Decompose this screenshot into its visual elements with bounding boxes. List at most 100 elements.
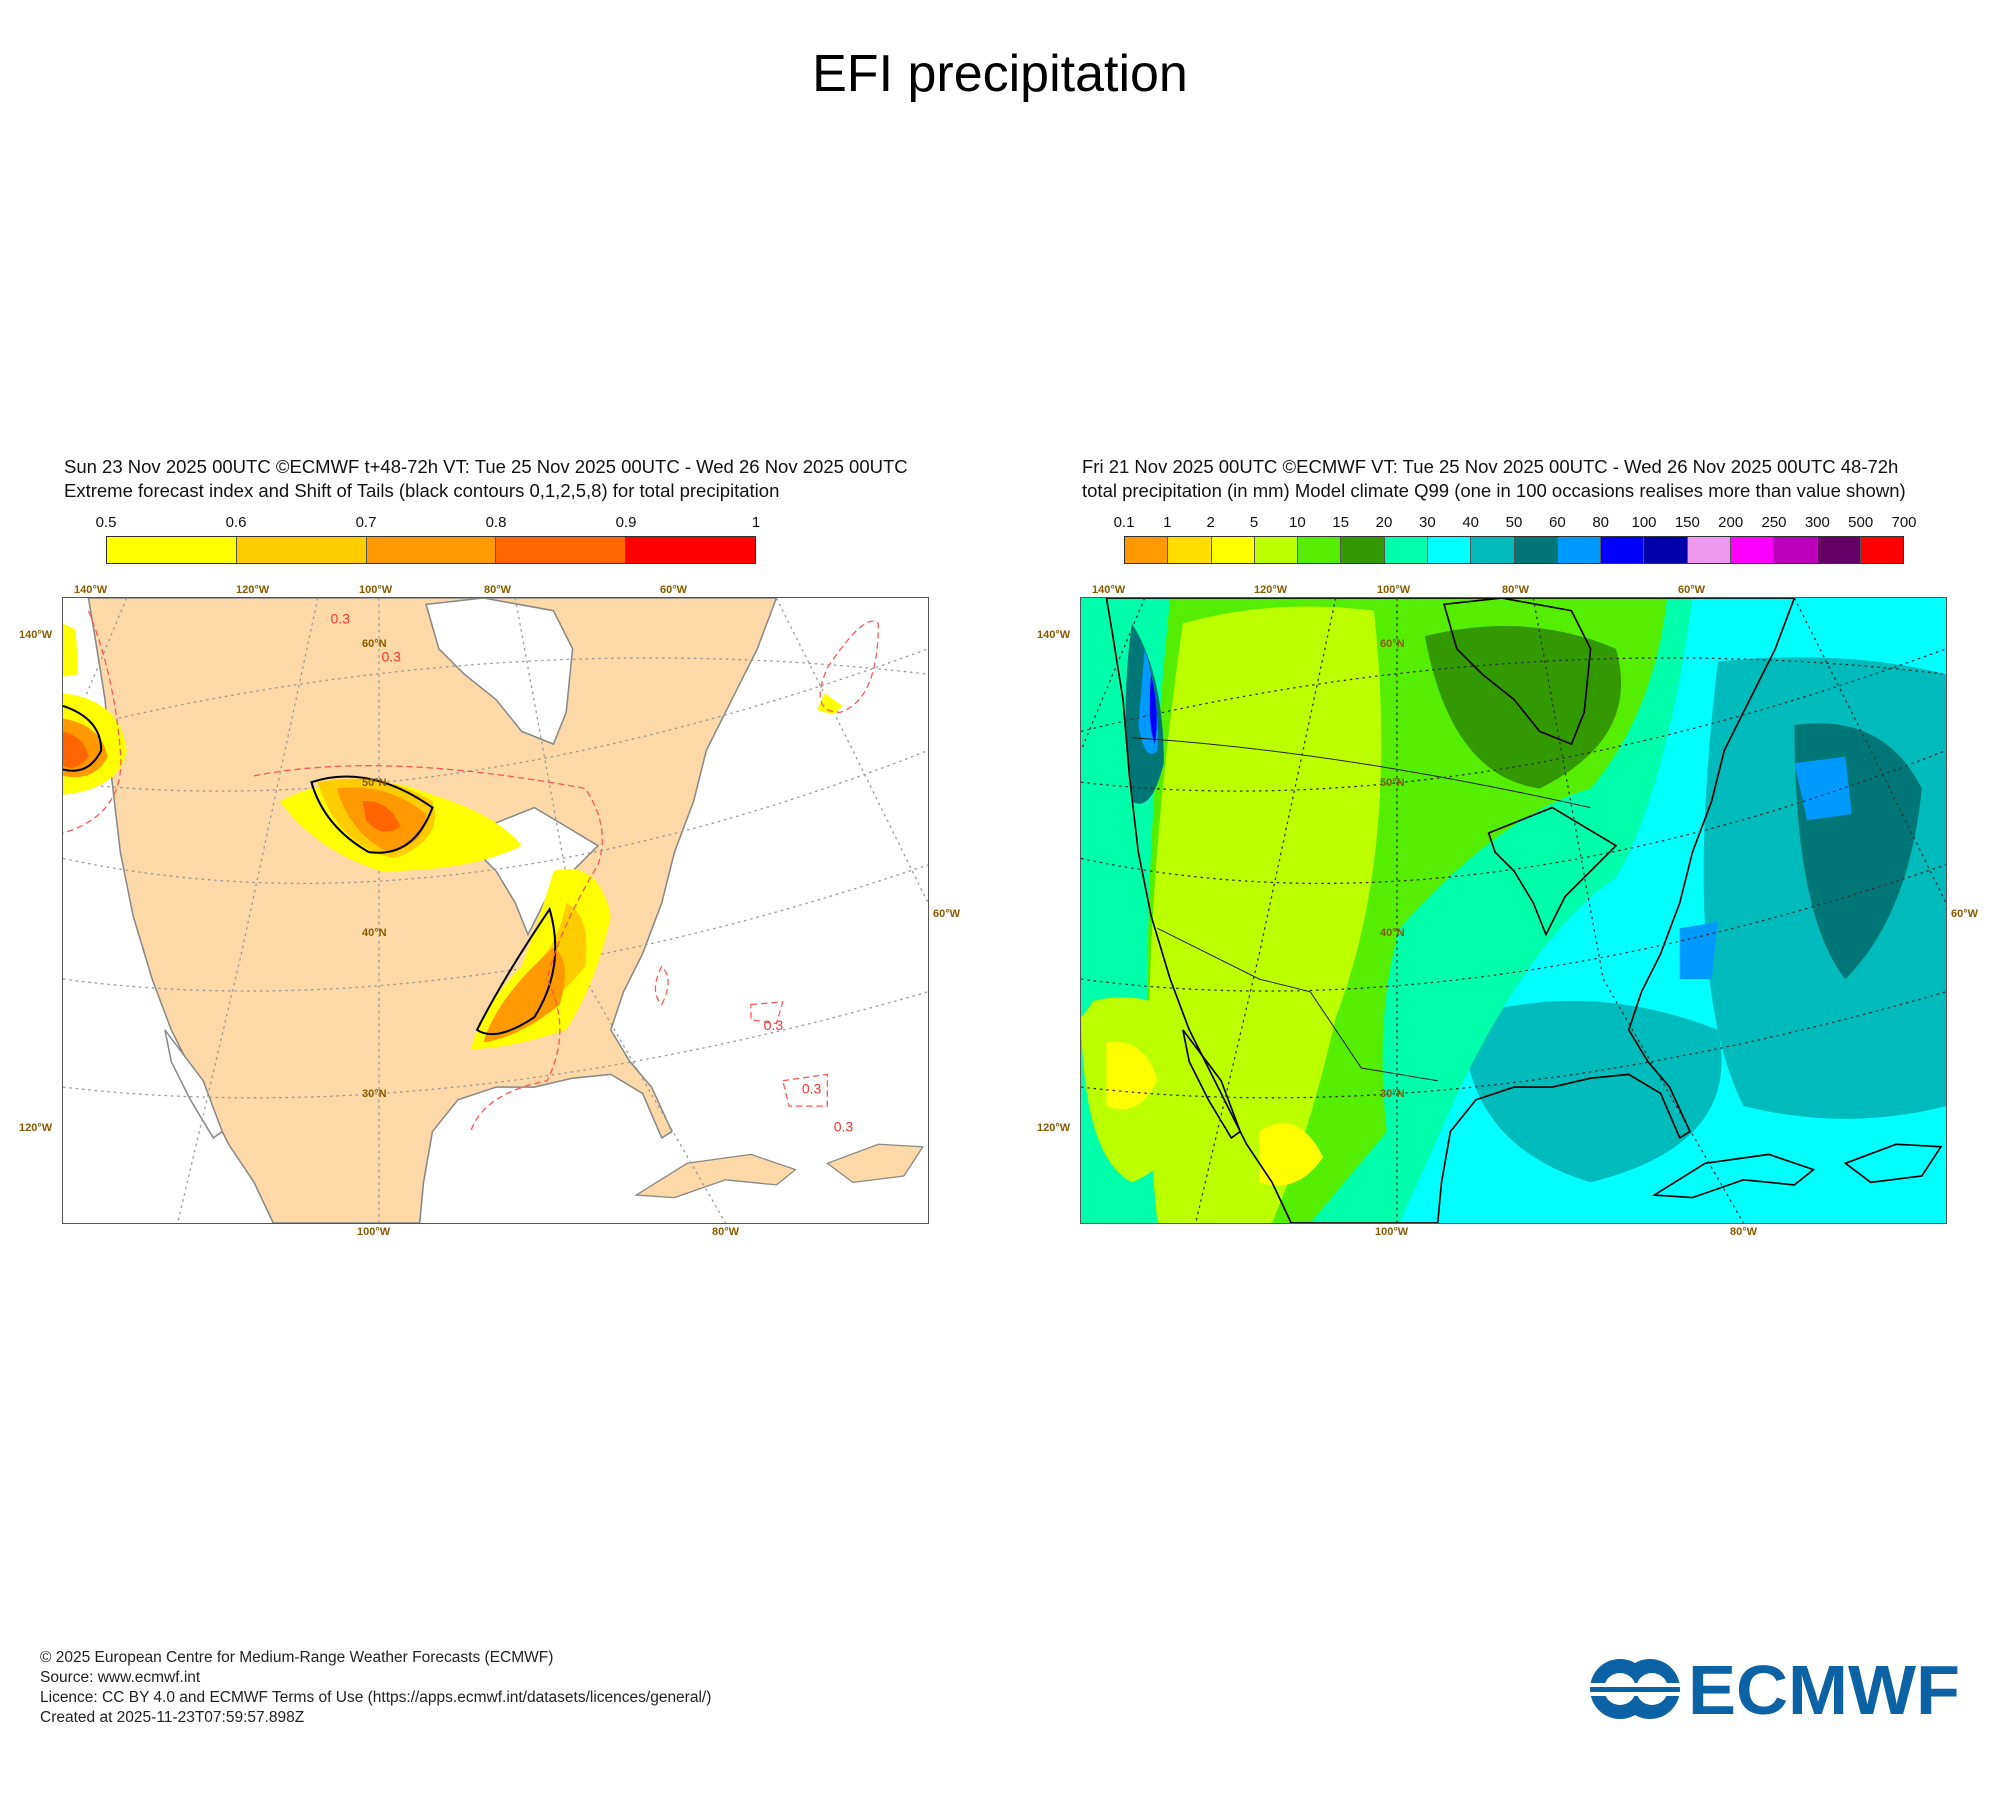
lon-label-left: 140°W bbox=[1037, 629, 1071, 641]
right-header-line1: Fri 21 Nov 2025 00UTC ©ECMWF VT: Tue 25 … bbox=[1082, 456, 1899, 477]
efi-0.3-contour bbox=[750, 1001, 784, 1025]
colorbar-label: 15 bbox=[1332, 514, 1349, 531]
lon-label-top: 80°W bbox=[1502, 584, 1530, 596]
colorbar-label: 0.7 bbox=[355, 514, 377, 531]
page-title: EFI precipitation bbox=[812, 45, 1188, 103]
colorbar-label: 40 bbox=[1462, 514, 1479, 531]
precip-shaded-area bbox=[1106, 1041, 1324, 1186]
colorbar-label: 0.6 bbox=[225, 514, 247, 531]
colorbar-swatch bbox=[1298, 537, 1342, 563]
lon-label-bottom: 80°W bbox=[1730, 1226, 1758, 1238]
land bbox=[87, 598, 778, 1223]
efi-shaded-area bbox=[483, 947, 565, 1043]
graticule-line bbox=[177, 598, 319, 1223]
efi-0.3-contour bbox=[819, 620, 879, 713]
lon-label-top: 120°W bbox=[236, 584, 270, 596]
colorbar-label: 0.9 bbox=[615, 514, 637, 531]
colorbar-label: 5 bbox=[1249, 514, 1259, 531]
left-header-line2: Extreme forecast index and Shift of Tail… bbox=[64, 480, 780, 501]
colorbar-label: 50 bbox=[1505, 514, 1523, 531]
colorbar-swatch bbox=[1254, 537, 1299, 563]
copyright-text: © 2025 European Centre for Medium-Range … bbox=[40, 1649, 554, 1666]
footer: © 2025 European Centre for Medium-Range … bbox=[40, 1648, 711, 1728]
graticule-line bbox=[63, 991, 928, 1099]
colorbar-swatch bbox=[626, 537, 755, 563]
colorbar-swatch bbox=[366, 537, 497, 563]
lon-label-top: 80°W bbox=[484, 584, 512, 596]
colorbar-swatch bbox=[1427, 537, 1472, 563]
precip-shaded-area bbox=[1149, 674, 1157, 745]
colorbar-swatch bbox=[1687, 537, 1731, 563]
lat-label: 50°N bbox=[362, 777, 387, 789]
colorbar-swatch bbox=[1557, 537, 1602, 563]
colorbar-label: 80 bbox=[1592, 514, 1609, 531]
colorbar-label: 300 bbox=[1804, 514, 1830, 531]
colorbar-swatch bbox=[1601, 537, 1645, 563]
graticule-line bbox=[1195, 598, 1337, 1223]
graticule-line bbox=[1081, 864, 1946, 992]
lat-label: 60°N bbox=[1380, 638, 1405, 650]
water-body bbox=[425, 598, 574, 746]
coastline bbox=[1105, 598, 1796, 1223]
colorbar-swatch bbox=[1384, 537, 1428, 563]
colorbar-swatch bbox=[496, 537, 627, 563]
efi-shaded-area bbox=[817, 693, 843, 715]
lon-label-top: 100°W bbox=[1377, 584, 1411, 596]
colorbar-swatch bbox=[1168, 537, 1212, 563]
lon-label-right: 60°W bbox=[1951, 908, 1979, 920]
licence-text: Licence: CC BY 4.0 and ECMWF Terms of Us… bbox=[40, 1689, 712, 1706]
lon-label-left: 120°W bbox=[1037, 1122, 1071, 1134]
precip-shaded-area bbox=[1148, 606, 1382, 1223]
source-text: Source: www.ecmwf.int bbox=[40, 1669, 201, 1686]
colorbar-label: 20 bbox=[1375, 514, 1393, 531]
lon-label-bottom: 80°W bbox=[712, 1226, 740, 1238]
graticule-line bbox=[63, 864, 928, 992]
lon-label-bottom: 100°W bbox=[357, 1226, 391, 1238]
precip-shaded-area bbox=[1463, 1000, 1722, 1183]
contour-label: 0.3 bbox=[764, 1017, 784, 1033]
colorbar-label: 1 bbox=[751, 514, 761, 531]
lat-label: 40°N bbox=[362, 927, 387, 939]
efi-0.3-contour bbox=[781, 1073, 828, 1107]
colorbar-label: 10 bbox=[1288, 514, 1306, 531]
lat-label: 40°N bbox=[1380, 927, 1405, 939]
right-header-line2: total precipitation (in mm) Model climat… bbox=[1082, 480, 1906, 501]
lon-label-top: 120°W bbox=[1254, 584, 1288, 596]
efi-shaded-area bbox=[63, 731, 89, 769]
lon-label-top: 60°W bbox=[660, 584, 688, 596]
coastline bbox=[1182, 1029, 1242, 1140]
efi-0.3-contour bbox=[63, 610, 122, 834]
colorbar-label: 0.5 bbox=[95, 514, 117, 531]
water-body bbox=[164, 1029, 224, 1139]
sot-contour bbox=[63, 705, 103, 772]
lon-label-top: 60°W bbox=[1678, 584, 1706, 596]
colorbar-swatch bbox=[107, 537, 237, 563]
coastline bbox=[1443, 598, 1592, 746]
colorbar-swatch bbox=[1730, 537, 1775, 563]
colorbar-swatch bbox=[1341, 537, 1385, 563]
border-line bbox=[1131, 737, 1591, 1082]
left-map-efi: 0.3 0.3 0.3 0.3 0.3 bbox=[62, 597, 929, 1224]
lat-label: 30°N bbox=[1380, 1088, 1405, 1100]
created-text: Created at 2025-11-23T07:59:57.898Z bbox=[40, 1709, 305, 1726]
ecmwf-logo-text: ECMWF bbox=[1688, 1654, 1960, 1724]
colorbar-label: 500 bbox=[1848, 514, 1874, 531]
left-header-line1: Sun 23 Nov 2025 00UTC ©ECMWF t+48-72h VT… bbox=[64, 456, 908, 477]
colorbar-swatch bbox=[1860, 537, 1904, 563]
colorbar-label: 1 bbox=[1163, 514, 1172, 531]
contour-label: 0.3 bbox=[834, 1119, 854, 1135]
graticule-line bbox=[1081, 648, 1946, 792]
contour-label: 0.3 bbox=[331, 610, 351, 626]
colorbar-swatch bbox=[1471, 537, 1515, 563]
efi-0.3-contour bbox=[654, 965, 669, 1006]
colorbar-swatch bbox=[1125, 537, 1169, 563]
contour-label: 0.3 bbox=[802, 1080, 822, 1096]
lon-label-left: 120°W bbox=[19, 1122, 53, 1134]
colorbar-label: 30 bbox=[1418, 514, 1436, 531]
colorbar-label: 700 bbox=[1891, 514, 1917, 531]
colorbar-label: 100 bbox=[1631, 514, 1657, 531]
graticule-line bbox=[775, 598, 928, 904]
sot-contour bbox=[310, 775, 434, 854]
lat-label: 60°N bbox=[362, 638, 387, 650]
colorbar-swatch bbox=[1817, 537, 1861, 563]
